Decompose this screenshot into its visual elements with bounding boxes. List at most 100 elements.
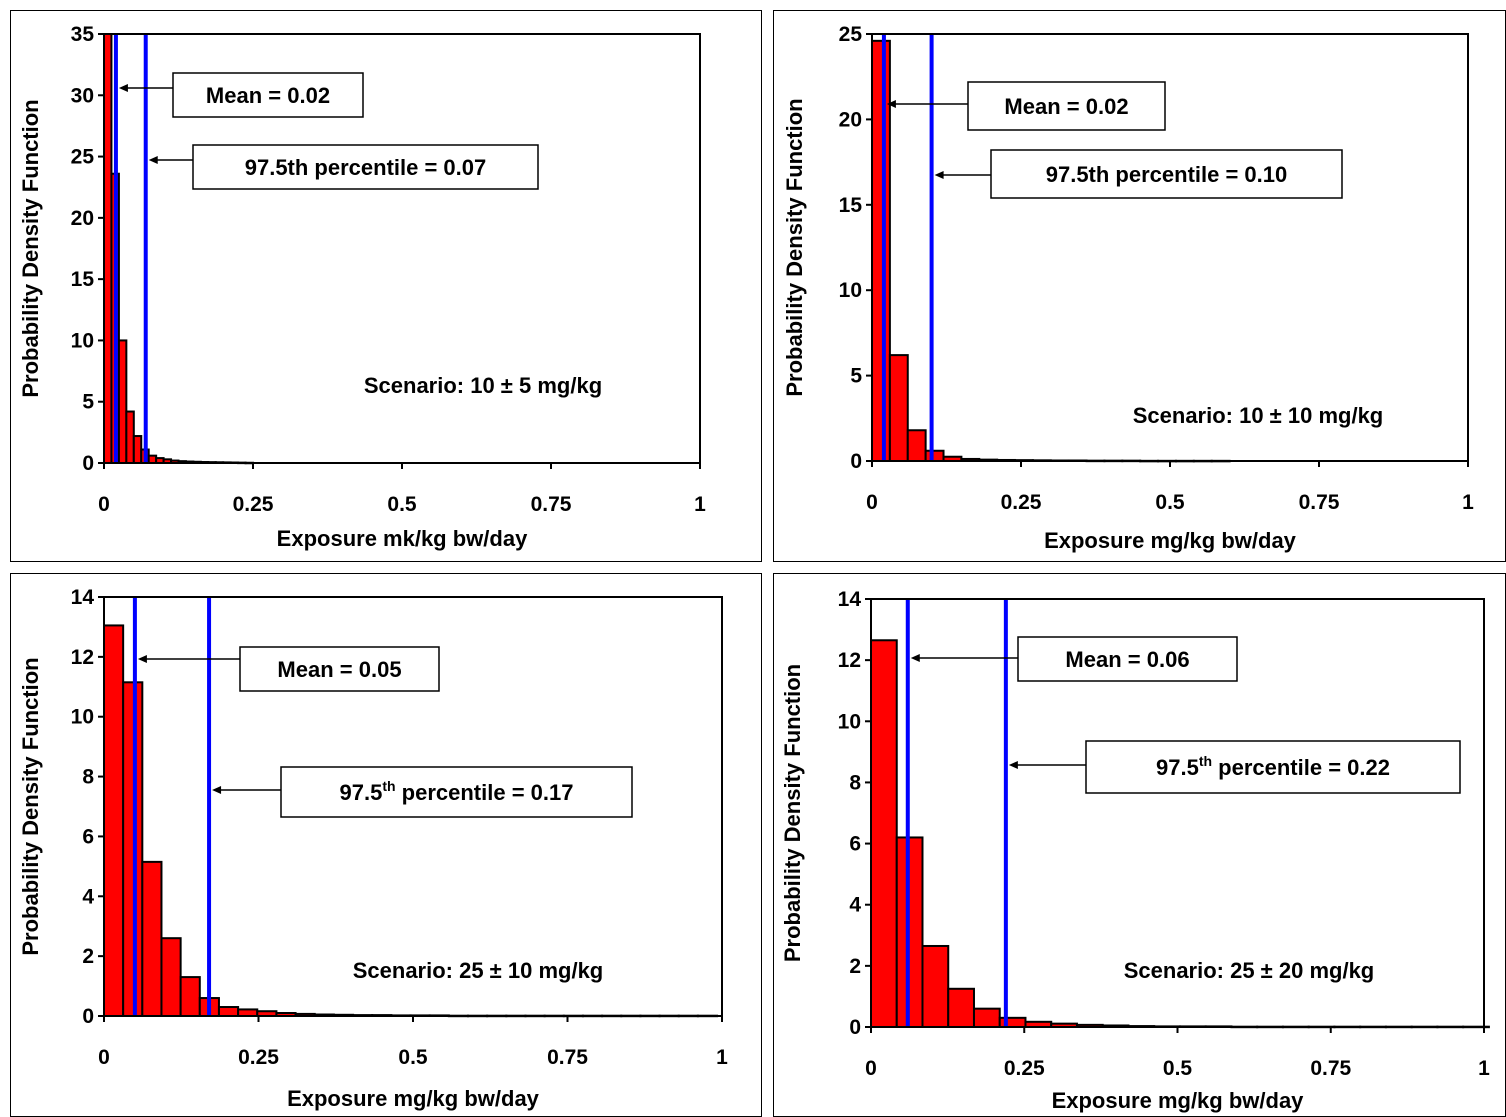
x-axis-title: Exposure mg/kg bw/day <box>1052 1088 1305 1113</box>
y-tick-label: 0 <box>849 1016 861 1039</box>
y-tick-label: 4 <box>82 885 94 908</box>
histogram-bar <box>998 1016 1027 1028</box>
callout-arrowhead <box>1008 761 1018 769</box>
mean-callout-box <box>1017 636 1238 682</box>
histogram-bar <box>160 937 182 1018</box>
y-tick-label: 6 <box>849 833 861 856</box>
x-tick-label: 0 <box>98 1046 110 1069</box>
percentile-callout-box <box>192 144 539 190</box>
mean-callout-label: Mean = 0.02 <box>206 83 330 108</box>
y-tick-label: 2 <box>849 955 861 978</box>
y-tick-label: 15 <box>71 268 95 291</box>
y-tick-label: 20 <box>839 108 862 131</box>
callout-arrowhead <box>118 84 128 92</box>
histogram-bar <box>125 410 135 464</box>
x-tick-label: 0.25 <box>1001 491 1042 514</box>
callout-arrowhead <box>886 100 896 108</box>
y-axis-title: Probability Density Function <box>782 98 807 396</box>
histogram-bar <box>147 454 158 465</box>
percentile-callout-label: 97.5th percentile = 0.17 <box>340 778 574 805</box>
x-tick-label: 0.75 <box>1299 491 1340 514</box>
callout-arrowhead <box>910 654 920 662</box>
x-axis-title: Exposure mk/kg bw/day <box>277 526 528 551</box>
callout-arrowhead <box>212 786 222 794</box>
mean-callout-box <box>239 646 440 692</box>
x-tick-label: 0.25 <box>238 1046 279 1069</box>
mean-callout-label: Mean = 0.02 <box>1004 94 1128 119</box>
x-tick-label: 1 <box>1478 1057 1490 1080</box>
y-tick-label: 0 <box>82 1005 94 1028</box>
y-tick-label: 4 <box>849 894 861 917</box>
percentile-callout-box <box>1085 740 1461 794</box>
x-tick-label: 0.25 <box>233 493 274 516</box>
y-tick-label: 0 <box>82 452 94 475</box>
y-tick-label: 8 <box>849 771 861 794</box>
percentile-callout-label: 97.5th percentile = 0.22 <box>1156 753 1390 780</box>
histogram-bar <box>888 354 909 463</box>
x-tick-label: 0.75 <box>531 493 572 516</box>
percentile-callout-label: 97.5th percentile = 0.10 <box>1046 162 1288 187</box>
y-tick-label: 12 <box>838 649 861 672</box>
scenario-annotation: Scenario: 10 ± 10 mg/kg <box>1133 403 1384 428</box>
mean-callout-label: Mean = 0.06 <box>1065 647 1189 672</box>
plot-area <box>871 33 1469 462</box>
y-tick-label: 30 <box>71 84 94 107</box>
y-tick-label: 25 <box>71 146 95 169</box>
y-tick-label: 10 <box>71 329 94 352</box>
x-tick-label: 0 <box>865 1057 877 1080</box>
histogram-bar <box>871 39 891 462</box>
percentile-callout-label: 97.5th percentile = 0.07 <box>245 155 487 180</box>
x-tick-label: 1 <box>1462 491 1474 514</box>
x-tick-label: 0 <box>866 491 878 514</box>
x-tick-label: 0.5 <box>1155 491 1185 514</box>
x-tick-label: 0.25 <box>1004 1057 1045 1080</box>
y-tick-label: 6 <box>82 825 94 848</box>
histogram-bar <box>141 860 163 1017</box>
percentile-callout-box <box>990 149 1343 199</box>
histogram-bar <box>906 429 927 463</box>
x-tick-label: 0.75 <box>1310 1057 1351 1080</box>
scenario-annotation: Scenario: 25 ± 20 mg/kg <box>1124 958 1375 983</box>
y-tick-label: 14 <box>838 588 862 611</box>
scenario-annotation: Scenario: 25 ± 10 mg/kg <box>353 958 604 983</box>
histogram-bar <box>870 639 898 1028</box>
chart-2: 0 5 10 15 20 25 0 0.25 0.5 0.75 1 Exposure mg/kg bw… <box>782 23 1474 553</box>
mean-callout-box <box>967 81 1166 131</box>
y-tick-label: 8 <box>82 766 94 789</box>
x-tick-label: 0.75 <box>547 1046 588 1069</box>
x-axis-title: Exposure mg/kg bw/day <box>1044 528 1297 553</box>
histogram-bar <box>924 449 945 463</box>
histogram-bar <box>217 1006 240 1017</box>
y-tick-label: 5 <box>850 365 862 388</box>
y-axis-title: Probability Density Function <box>18 99 43 397</box>
percentile-callout-box <box>280 766 633 818</box>
chart-1: 0 5 10 15 20 25 30 35 0 0.25 0.5 0.75 1 Exposure mk/k… <box>18 23 706 551</box>
histogram-bar <box>972 1007 1001 1029</box>
histogram-bar <box>103 624 125 1017</box>
y-tick-label: 10 <box>838 710 861 733</box>
histogram-bar <box>921 944 950 1028</box>
callout-arrowhead <box>148 156 158 164</box>
y-axis-title: Probability Density Function <box>18 657 43 955</box>
y-tick-label: 35 <box>71 23 95 46</box>
y-tick-label: 20 <box>71 207 94 230</box>
callout-arrowhead <box>137 655 147 663</box>
x-tick-label: 0.5 <box>387 493 417 516</box>
y-tick-label: 25 <box>839 23 863 46</box>
histogram-bar <box>117 339 128 464</box>
x-tick-label: 0.5 <box>1163 1057 1193 1080</box>
y-axis-title: Probability Density Function <box>780 664 805 962</box>
y-tick-label: 0 <box>850 450 862 473</box>
chart-panel-1 <box>10 10 762 562</box>
y-tick-label: 10 <box>71 706 94 729</box>
y-tick-label: 10 <box>839 279 862 302</box>
callout-arrowhead <box>934 171 944 179</box>
y-tick-label: 2 <box>82 945 94 968</box>
chart-4: 0 2 4 6 8 10 12 14 0 0.25 0.5 0.75 1 Exposure mg/kg b… <box>780 588 1490 1113</box>
x-axis-title: Exposure mg/kg bw/day <box>287 1086 540 1111</box>
y-tick-label: 12 <box>71 646 94 669</box>
y-tick-label: 14 <box>71 586 95 609</box>
histogram-bar <box>132 435 143 464</box>
histogram-bar <box>122 681 144 1018</box>
